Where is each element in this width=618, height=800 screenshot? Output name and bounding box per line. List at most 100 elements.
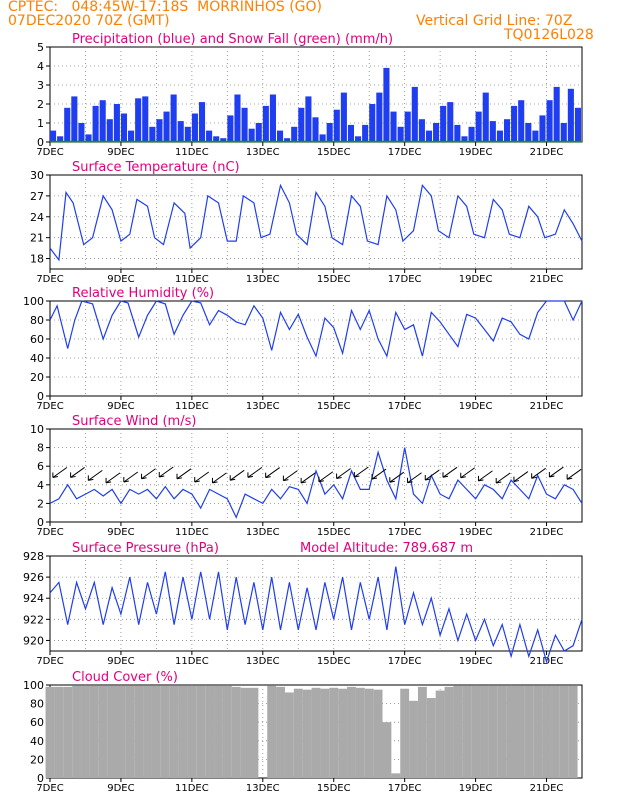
data-bar (506, 685, 516, 778)
data-bar (468, 126, 475, 142)
data-bar (81, 685, 90, 778)
data-bar (151, 685, 161, 778)
data-bar (503, 119, 511, 142)
data-bar (533, 685, 543, 778)
x-tick-label: 21DEC (530, 527, 564, 538)
wind-arrow (300, 472, 316, 484)
data-bar (329, 687, 339, 778)
data-bar (50, 130, 57, 142)
data-bar (298, 107, 305, 142)
wind-arrow-head (318, 476, 324, 483)
x-tick-label: 13DEC (246, 401, 280, 412)
panel-frame (49, 174, 583, 270)
x-tick-label: 21DEC (530, 783, 564, 794)
data-bar (205, 685, 215, 778)
x-tick-label: 7DEC (36, 274, 63, 285)
wind-arrow-head (70, 472, 76, 478)
data-bar (163, 111, 170, 142)
data-bar (227, 115, 234, 142)
data-bar (369, 104, 376, 142)
data-bar (284, 138, 291, 142)
data-bar (382, 722, 392, 778)
data-bar (333, 109, 340, 142)
y-tick-label: 4 (37, 479, 44, 492)
x-tick-label: 17DEC (388, 147, 422, 158)
data-bar (184, 126, 191, 142)
data-bar (64, 107, 71, 142)
data-bar (269, 94, 276, 142)
data-bar (240, 687, 250, 778)
data-bar (480, 685, 489, 778)
data-bar (213, 136, 220, 142)
wind-arrow (460, 467, 476, 479)
data-bar (291, 126, 298, 142)
wind-arrow (318, 471, 334, 483)
wind-arrow (442, 466, 458, 478)
data-bar (355, 687, 365, 778)
x-tick-label: 19DEC (459, 527, 493, 538)
data-bar (255, 123, 262, 142)
data-bar (524, 685, 534, 778)
data-bar (302, 689, 312, 778)
data-bar (198, 102, 206, 142)
data-bar (497, 685, 507, 778)
wind-arrow (247, 466, 263, 478)
x-tick-label: 15DEC (317, 783, 351, 794)
data-bar (160, 685, 170, 778)
data-bar (425, 130, 433, 142)
x-tick-label: 21DEC (530, 401, 564, 412)
wind-arrow-head (442, 472, 449, 478)
data-bar (92, 105, 99, 142)
data-bar (542, 685, 551, 778)
data-bar (178, 685, 188, 778)
data-bar (559, 685, 569, 778)
data-bar (326, 123, 333, 142)
x-tick-label: 7DEC (36, 783, 63, 794)
data-bar (568, 685, 578, 778)
x-tick-label: 11DEC (175, 401, 209, 412)
x-tick-label: 7DEC (36, 147, 63, 158)
data-bar (116, 685, 126, 778)
x-tick-label: 15DEC (317, 401, 351, 412)
wind-arrow-head (87, 475, 94, 481)
x-tick-label: 13DEC (246, 527, 280, 538)
wind-arrow-head (566, 474, 573, 480)
data-bar (411, 86, 418, 142)
data-bar (435, 690, 445, 778)
y-tick-label: 80 (30, 698, 44, 711)
data-bar (149, 126, 156, 142)
data-bar (156, 119, 163, 142)
wind-arrow-head (229, 475, 236, 481)
data-bar (404, 111, 411, 142)
data-bar (496, 130, 503, 142)
wind-arrow (531, 467, 546, 479)
wind-arrow (495, 472, 511, 484)
y-tick-label: 2 (37, 98, 44, 111)
wind-arrow (424, 469, 440, 481)
x-tick-label: 7DEC (36, 527, 63, 538)
series-line (49, 566, 583, 664)
y-tick-label: 60 (30, 333, 44, 346)
run-date-header: 07DEC2020 70Z (GMT) (8, 13, 170, 29)
data-bar (85, 134, 92, 142)
data-bar (489, 121, 496, 142)
wind-arrow-head (548, 472, 555, 478)
data-bar (453, 685, 463, 778)
data-bar (347, 686, 356, 778)
wind-arrow-head (389, 477, 395, 483)
wind-arrow (123, 471, 139, 483)
wind-arrow-head (105, 477, 112, 484)
panel-title: Surface Wind (m/s) (72, 414, 196, 429)
panel-subtitle: Model Altitude: 789.687 m (300, 541, 473, 556)
data-bar (338, 688, 348, 778)
x-tick-label: 19DEC (459, 401, 493, 412)
data-bar (106, 119, 113, 142)
x-tick-label: 7DEC (36, 656, 63, 667)
data-bar (391, 773, 401, 778)
wind-arrow-head (265, 472, 271, 479)
y-tick-label: 40 (30, 735, 44, 748)
panel-frame (49, 555, 583, 652)
data-bar (177, 121, 184, 142)
data-bar (249, 687, 259, 778)
